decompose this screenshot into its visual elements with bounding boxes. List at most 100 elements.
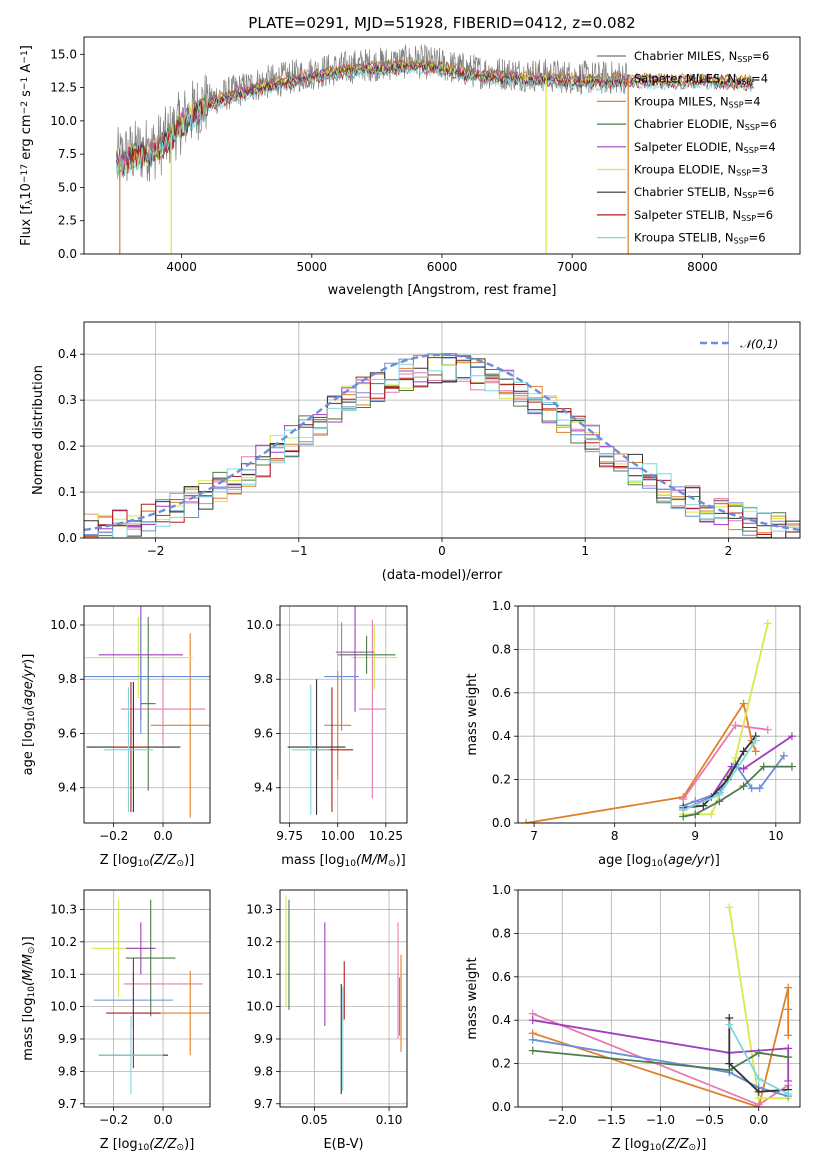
x-tick-label: −2.0	[548, 1113, 577, 1127]
legend-label: 𝒩(0,1)	[740, 337, 778, 351]
y-tick-label: 10.2	[50, 935, 77, 949]
weight-marker	[731, 721, 740, 730]
y-tick-label: 1.0	[492, 883, 511, 897]
weight-marker	[784, 1005, 793, 1014]
errorbar-points	[287, 606, 398, 815]
weight-marker	[725, 903, 734, 912]
residual-panel: −2 −1 0 1 2 0.0 0.1 0.2 0.3 0.4 (data-model)/error…	[31, 321, 801, 583]
massweight-vs-age-panel: 7 8 9 10 0.0 0.2 0.4 0.6 0.8 1.0 age [log10(age/yr…	[465, 599, 801, 869]
weight-marker	[751, 736, 760, 745]
mass-vs-EBV-panel: 0.05 0.10 9.7 9.8 9.9 10.0 10.1 10.2 10.3 E(B-V)	[246, 889, 408, 1152]
weight-series	[679, 762, 796, 821]
errorbar-point	[84, 616, 193, 699]
weight-marker	[739, 747, 748, 756]
y-tick-label: 0.8	[492, 642, 511, 656]
x-tick-label: 0	[438, 544, 446, 558]
weight-marker	[739, 782, 748, 791]
y-tick-label: 9.9	[58, 1032, 77, 1046]
x-axis-label: wavelength [Angstrom, rest frame]	[328, 283, 557, 298]
x-tick-label: 0.0	[749, 1113, 768, 1127]
errorbar-point	[121, 673, 206, 745]
spectrum-model-line	[116, 63, 755, 176]
y-tick-label: 9.6	[254, 726, 273, 740]
axes-frame	[279, 889, 408, 1108]
x-tick-label: 7	[530, 829, 538, 843]
massweight-vs-Z-panel: −2.0 −1.5 −1.0 −0.5 0.0 0.0 0.2 0.4 0.6 0.8 1.0 Z […	[465, 883, 801, 1153]
errorbar-points	[91, 899, 210, 1095]
weight-marker	[715, 790, 724, 799]
y-tick-label: 10.1	[50, 967, 77, 981]
y-tick-label: 15.0	[50, 47, 77, 61]
histogram-series	[84, 363, 800, 538]
y-tick-label: 0.8	[492, 926, 511, 940]
y-tick-label: 0.2	[58, 439, 77, 453]
weight-marker	[747, 784, 756, 793]
weight-series	[725, 1020, 793, 1098]
weight-line	[525, 701, 757, 823]
weight-marker	[763, 619, 772, 628]
errorbar-point	[106, 958, 161, 1069]
x-tick-label: 4000	[166, 260, 197, 274]
y-tick-label: 5.0	[58, 180, 77, 194]
y-tick-label: 10.1	[246, 967, 273, 981]
y-tick-label: 0.4	[492, 729, 511, 743]
legend-label: Chabrier STELIB, NSSP=6	[634, 185, 774, 200]
spectrum-model-line	[116, 62, 755, 178]
weight-marker	[755, 784, 764, 793]
y-tick-label: 0.0	[58, 247, 77, 261]
y-tick-label: 0.2	[492, 773, 511, 787]
errorbar-point	[126, 899, 176, 1017]
histogram-series	[84, 358, 800, 537]
x-tick-label: 10	[768, 829, 783, 843]
y-tick-label: 10.0	[246, 618, 273, 632]
x-axis-label: E(B-V)	[323, 1137, 363, 1152]
y-tick-label: 10.2	[246, 935, 273, 949]
y-tick-label: 9.7	[254, 1097, 273, 1111]
errorbar-point	[324, 622, 359, 731]
y-tick-label: 0.0	[58, 531, 77, 545]
weight-marker	[784, 983, 793, 992]
x-tick-label: −1	[290, 544, 308, 558]
y-tick-label: 9.8	[58, 1064, 77, 1078]
errorbar-point	[113, 681, 149, 813]
y-tick-label: 1.0	[492, 599, 511, 613]
weight-lines	[522, 619, 796, 823]
weight-series	[679, 721, 772, 804]
weight-series	[528, 1046, 793, 1075]
y-tick-label: 10.3	[50, 902, 77, 916]
weight-marker	[725, 1020, 734, 1029]
y-tick-label: 0.0	[492, 1100, 511, 1114]
weight-marker	[707, 810, 716, 819]
x-tick-label: 0.0	[154, 1113, 173, 1127]
y-tick-label: 10.0	[246, 1000, 273, 1014]
errorbar-point	[98, 1016, 164, 1095]
y-axis-label: mass weight	[465, 673, 480, 755]
y-tick-label: 0.6	[492, 970, 511, 984]
y-tick-label: 0.2	[492, 1057, 511, 1071]
weight-series	[528, 1009, 793, 1107]
y-tick-label: 9.7	[58, 1097, 77, 1111]
weight-marker	[739, 764, 748, 773]
y-axis-label: mass [log10(M/M⊙)]	[21, 936, 37, 1060]
axes-frame	[517, 889, 801, 1108]
spectrum-legend: Chabrier MILES, NSSP=6 Salpeter MILES, NS…	[597, 49, 777, 246]
x-tick-label: −2	[147, 544, 165, 558]
x-tick-label: −1.0	[646, 1113, 675, 1127]
weight-marker	[691, 810, 700, 819]
y-tick-label: 10.0	[50, 1000, 77, 1014]
x-tick-label: 10.00	[321, 829, 355, 843]
weight-marker	[528, 1046, 537, 1055]
x-tick-label: 7000	[557, 260, 588, 274]
x-tick-label: −0.5	[695, 1113, 724, 1127]
weight-marker	[784, 1076, 793, 1085]
weight-marker	[784, 1044, 793, 1053]
spectrum-lines	[116, 44, 755, 254]
weight-marker	[751, 747, 760, 756]
y-tick-label: 0.0	[492, 816, 511, 830]
x-axis-label: Z [log10(Z/Z⊙)]	[100, 853, 195, 869]
weight-marker	[763, 725, 772, 734]
weight-marker	[522, 819, 531, 823]
x-tick-label: −0.2	[99, 829, 128, 843]
y-tick-label: 0.3	[58, 393, 77, 407]
y-tick-label: 9.4	[58, 781, 77, 795]
